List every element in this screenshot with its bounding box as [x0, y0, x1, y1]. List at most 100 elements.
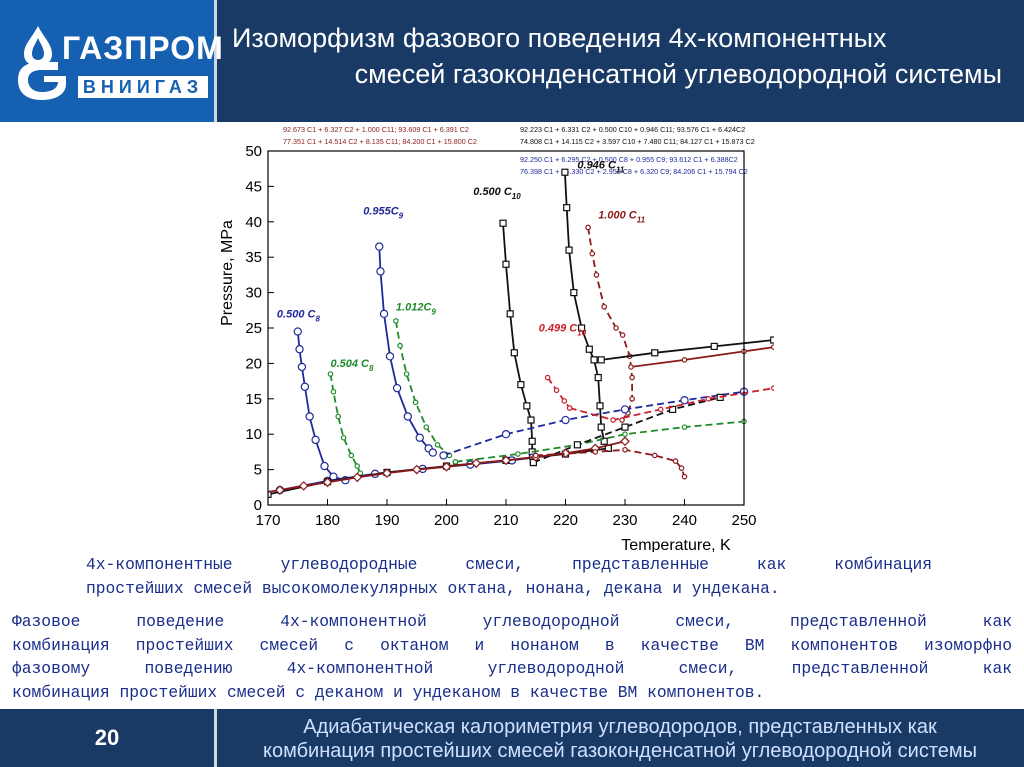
series-4-point-4 — [517, 381, 525, 389]
series-6-point-5 — [585, 345, 593, 353]
legend-entry-1-0: 92.223 C1 + 6.331 C2 + 0.500 C10 + 0.946… — [520, 125, 745, 134]
series-line-13 — [533, 396, 721, 464]
x-tick-label-0: 170 — [255, 512, 280, 529]
series-7-point-10 — [619, 417, 625, 423]
series-7-point-5 — [619, 332, 626, 338]
series-1-point-3 — [340, 434, 347, 441]
y-tick-label-9: 45 — [245, 178, 262, 195]
y-tick-label-10: 50 — [245, 143, 262, 160]
series-14-point-0 — [566, 405, 573, 411]
chart-axes: 170 180 190 200 210 220 230 240 250 0 5 10 15 20 25 30 3… — [219, 143, 757, 552]
series-6-point-0 — [561, 168, 569, 176]
series-14-point-1 — [610, 417, 616, 423]
y-tick-label-2: 10 — [245, 426, 262, 443]
series-3-point-1 — [397, 342, 403, 349]
series-line-7 — [587, 227, 633, 421]
legend-entry-2-0: 92.250 C1 + 6.295 C2 + 0.500 C8 + 0.955 … — [520, 155, 738, 164]
series-line-10 — [455, 420, 745, 463]
x-tick-label-3: 200 — [434, 512, 459, 529]
series-7-point-0 — [585, 224, 591, 231]
series-1-point-4 — [348, 452, 355, 459]
series-15-point-2 — [298, 481, 309, 491]
series-4-point-5 — [523, 402, 531, 410]
y-tick-label-8: 40 — [245, 214, 262, 231]
series-0-point-5 — [311, 435, 320, 445]
series-10-point-4 — [681, 424, 688, 430]
y-tick-label-0: 0 — [254, 497, 262, 514]
series-3-point-3 — [412, 399, 419, 406]
annotation-1: 0.504 C8 — [330, 358, 374, 373]
series-17-point-4 — [672, 458, 679, 464]
plot-area — [268, 168, 774, 498]
legend-entry-1-1: 74.808 C1 + 14.115 C2 + 3.597 C10 + 7.48… — [520, 137, 755, 146]
series-2-point-2 — [379, 309, 389, 319]
y-tick-label-1: 5 — [254, 462, 262, 479]
series-0-point-6 — [320, 461, 329, 471]
series-7-point-7 — [629, 374, 635, 381]
series-6-point-1 — [563, 204, 571, 212]
series-1-point-1 — [330, 388, 337, 395]
series-13-point-0 — [529, 458, 537, 467]
slide-title: Изоморфизм фазового поведения 4х-компоне… — [232, 20, 1012, 92]
series-12-point-1 — [651, 349, 659, 357]
series-2-point-1 — [376, 267, 385, 276]
series-line-17 — [535, 448, 686, 477]
legend-entry-0-1: 77.351 C1 + 14.514 C2 + 8.135 C11; 84.20… — [283, 137, 477, 146]
series-10-point-3 — [622, 431, 628, 438]
series-line-5 — [546, 377, 571, 409]
series-10-point-0 — [452, 459, 459, 465]
series-7-point-3 — [601, 303, 607, 310]
series-15-point-6 — [411, 464, 422, 475]
series-10-point-1 — [515, 451, 521, 457]
series-17-point-5 — [678, 465, 685, 471]
series-3-point-4 — [423, 424, 430, 430]
series-12-point-2 — [710, 342, 718, 351]
caption-primary-line-1: 4х-компонентные углеводородные смеси, пр… — [86, 555, 932, 574]
series-line-4 — [502, 223, 535, 463]
series-6-point-9 — [597, 423, 605, 431]
series-line-11 — [268, 447, 609, 496]
logo: ГАЗПРОМ ВНИИГАЗ — [0, 0, 223, 122]
series-15-point-3 — [322, 477, 333, 488]
series-line-3 — [395, 320, 457, 464]
y-axis-label: Pressure, MPa — [219, 220, 236, 326]
footer-caption: Адиабатическая калориметрия углеводородо… — [220, 715, 1020, 763]
series-15-point-1 — [275, 485, 285, 495]
phase-diagram-chart: 92.673 C1 + 6.327 C2 + 1.000 C11; 93.609… — [219, 125, 774, 552]
footer-caption-line-1: Адиабатическая калориметрия углеводородо… — [303, 716, 937, 738]
series-17-point-6 — [681, 473, 688, 480]
caption-secondary-line-1: Фазовое поведение 4х-компонентной углево… — [12, 612, 1012, 631]
gazprom-flame-icon — [18, 26, 66, 100]
series-9-point-2 — [561, 415, 570, 425]
series-3-point-0 — [393, 318, 399, 324]
series-17-point-3 — [651, 452, 658, 459]
caption-primary-line-2: простейших смесей высокомолекулярных окт… — [86, 579, 780, 598]
series-4-point-6 — [527, 416, 535, 424]
series-3-point-2 — [403, 371, 410, 377]
series-group — [268, 168, 774, 498]
y-tick-label-5: 25 — [245, 320, 262, 337]
x-tick-label-1: 180 — [315, 512, 340, 529]
series-14-point-4 — [770, 385, 774, 391]
series-5-point-1 — [553, 387, 560, 394]
series-9-point-3 — [620, 405, 630, 414]
series-13-point-2 — [621, 423, 629, 431]
y-tick-label-6: 30 — [245, 285, 262, 302]
series-4-point-1 — [502, 260, 510, 268]
series-5-point-2 — [561, 398, 568, 404]
series-9-point-0 — [439, 451, 448, 460]
annotation-3: 1.012C9 — [396, 301, 436, 316]
series-6-point-6 — [590, 356, 598, 364]
chart-legend: 92.673 C1 + 6.327 C2 + 1.000 C11; 93.609… — [283, 125, 755, 176]
series-4-point-0 — [499, 219, 507, 227]
series-15-point-9 — [501, 455, 511, 466]
series-1-point-0 — [327, 371, 334, 377]
series-4-point-7 — [528, 437, 536, 445]
footer-bar: 20 Адиабатическая калориметрия углеводор… — [0, 709, 1024, 767]
footer-caption-line-2: комбинация простейших смесей газоконденс… — [262, 740, 978, 762]
series-0-point-2 — [297, 362, 307, 372]
x-tick-label-2: 190 — [374, 512, 399, 529]
series-0-point-0 — [293, 327, 302, 336]
series-1-point-5 — [354, 463, 361, 469]
series-17-point-1 — [592, 449, 599, 455]
